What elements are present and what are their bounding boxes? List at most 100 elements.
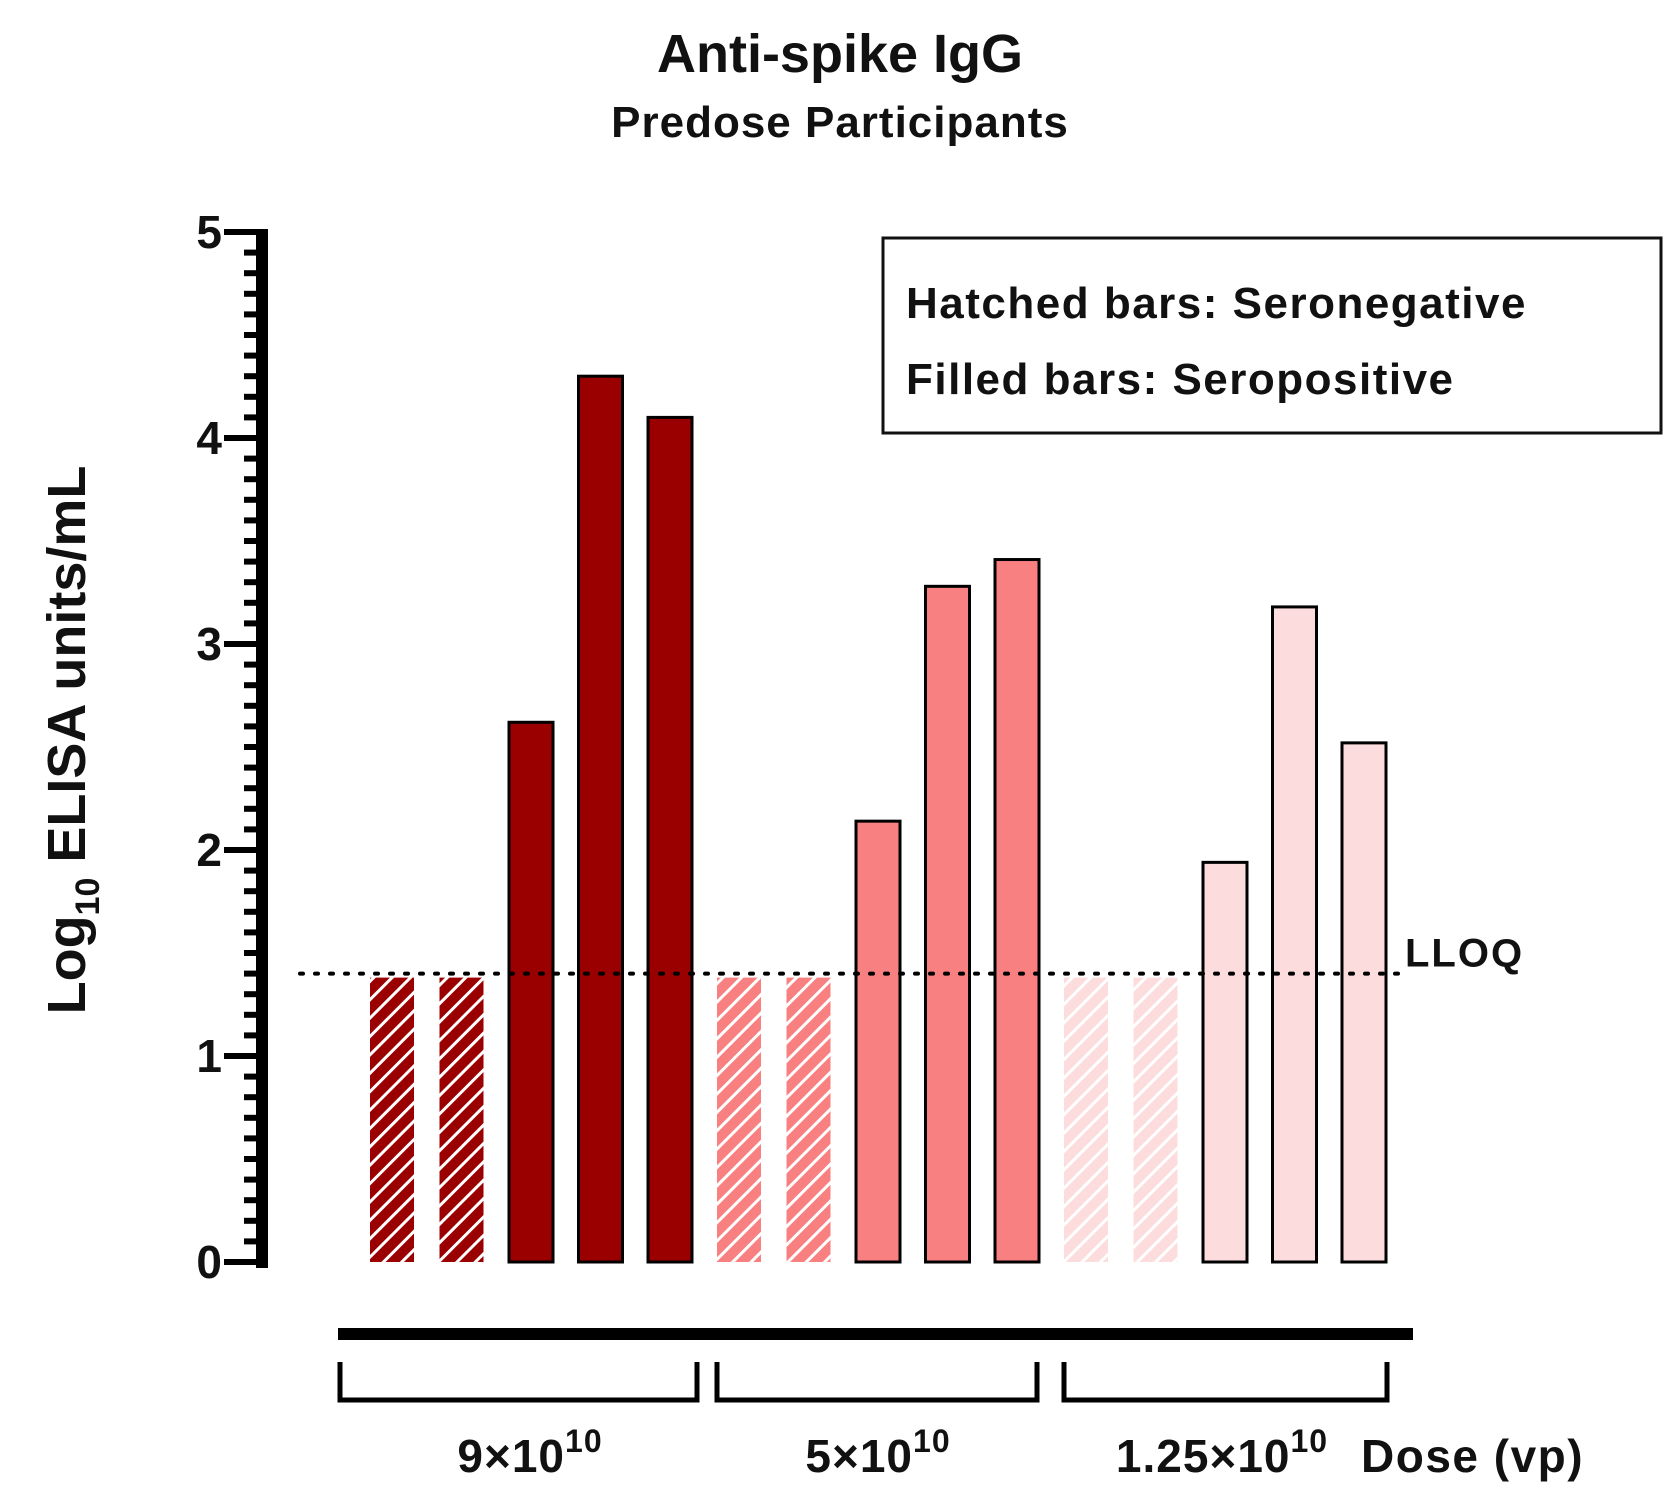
chart-subtitle: Predose Participants (611, 98, 1069, 147)
y-axis: 0 1 2 3 4 5 (196, 206, 268, 1288)
y-minor-tick (244, 579, 262, 586)
y-minor-tick (244, 1197, 262, 1204)
y-minor-tick (244, 332, 262, 338)
group-label: 1.25×1010 (1116, 1423, 1328, 1482)
y-tick-label: 2 (196, 824, 222, 876)
y-minor-tick (244, 1114, 262, 1121)
y-minor-tick (244, 311, 262, 318)
reference-line-group: LLOQ (298, 932, 1524, 976)
y-minor-tick (244, 538, 262, 544)
bar-hatched (786, 977, 831, 1262)
y-minor-tick (244, 723, 262, 730)
y-minor-tick (244, 826, 262, 833)
bar-hatched (717, 977, 761, 1262)
group-label-base: 9×10 (457, 1430, 565, 1482)
y-minor-tick (244, 599, 262, 606)
group-label-base: 5×10 (805, 1430, 913, 1482)
group-label-base: 1.25×10 (1116, 1430, 1291, 1482)
group-label: 9×1010 (457, 1423, 602, 1482)
y-minor-tick (244, 270, 262, 277)
bar-hatched (1133, 977, 1178, 1262)
y-minor-tick (244, 1135, 262, 1142)
group-label-exponent: 10 (1290, 1423, 1328, 1459)
y-minor-tick (244, 764, 262, 771)
y-axis-label: Log10 ELISA units/mL (37, 466, 107, 1015)
y-minor-tick (244, 352, 262, 359)
y-tick-label: 5 (196, 206, 222, 258)
y-tick-label: 0 (196, 1236, 222, 1288)
group-bracket (714, 1362, 1040, 1403)
y-minor-tick (244, 702, 262, 709)
bar-filled (507, 720, 555, 1264)
y-minor-tick (244, 1032, 262, 1039)
legend-line-1: Hatched bars: Seronegative (906, 279, 1527, 328)
y-major-tick (224, 435, 262, 441)
legend: Hatched bars: Seronegative Filled bars: … (881, 236, 1663, 435)
y-major-tick (224, 229, 262, 235)
y-minor-tick (244, 373, 262, 380)
y-minor-tick (244, 393, 262, 400)
y-minor-tick (244, 950, 262, 956)
y-minor-tick (244, 1217, 262, 1224)
y-minor-tick (244, 496, 262, 503)
y-minor-tick (244, 620, 262, 627)
y-axis-label-subscript: 10 (69, 878, 107, 916)
y-minor-tick (244, 1238, 262, 1245)
y-minor-tick (244, 1156, 262, 1162)
y-minor-tick (244, 805, 262, 812)
y-minor-tick (244, 414, 262, 421)
group-bracket (1061, 1362, 1390, 1403)
y-minor-tick (244, 1011, 262, 1018)
y-minor-tick (244, 929, 262, 936)
x-axis-bar (338, 1328, 1413, 1340)
bars (370, 374, 1388, 1264)
y-tick-label: 1 (196, 1030, 222, 1082)
y-minor-tick (244, 455, 262, 462)
y-minor-tick (244, 1094, 262, 1101)
bar-hatched (1064, 977, 1108, 1262)
y-minor-tick (244, 517, 262, 524)
y-minor-tick (244, 558, 262, 565)
y-minor-tick (244, 476, 262, 483)
y-minor-tick (244, 744, 262, 750)
bar-filled (854, 819, 902, 1264)
bar-filled (993, 558, 1041, 1264)
y-tick-label: 4 (196, 412, 222, 464)
y-minor-tick (244, 1176, 262, 1183)
group-bracket (337, 1362, 700, 1403)
group-brackets (337, 1362, 1390, 1403)
bar-filled (577, 374, 624, 1264)
x-axis-title: Dose (vp) (1361, 1430, 1584, 1482)
y-major-tick (224, 1053, 262, 1059)
group-label: 5×1010 (805, 1423, 950, 1482)
y-major-tick (224, 1259, 262, 1265)
y-minor-tick (244, 785, 262, 792)
bar-hatched (370, 977, 414, 1262)
group-label-exponent: 10 (913, 1423, 951, 1459)
group-label-exponent: 10 (565, 1423, 603, 1459)
y-minor-tick (244, 290, 262, 297)
legend-box (881, 236, 1663, 435)
group-labels: 9×1010 5×1010 1.25×1010 (457, 1423, 1328, 1482)
bar-hatched (439, 977, 484, 1262)
bar-filled (924, 584, 971, 1264)
y-major-tick (224, 641, 262, 647)
bar-filled (646, 415, 694, 1264)
lloq-label: LLOQ (1405, 932, 1524, 976)
y-minor-tick (244, 970, 262, 977)
bar-filled (1271, 605, 1318, 1264)
y-minor-tick (244, 661, 262, 668)
y-minor-tick (244, 991, 262, 998)
y-axis-label-rest: ELISA units/mL (37, 466, 97, 878)
y-tick-label: 3 (196, 618, 222, 670)
legend-line-2: Filled bars: Seropositive (906, 355, 1455, 404)
y-minor-tick (244, 908, 262, 915)
y-axis-label-main: Log (37, 915, 97, 1014)
y-minor-tick (244, 888, 262, 895)
y-minor-tick (244, 867, 262, 874)
chart-title: Anti-spike IgG (657, 24, 1023, 84)
y-minor-tick (244, 1073, 262, 1080)
y-minor-tick (244, 249, 262, 256)
y-major-tick (224, 847, 262, 853)
